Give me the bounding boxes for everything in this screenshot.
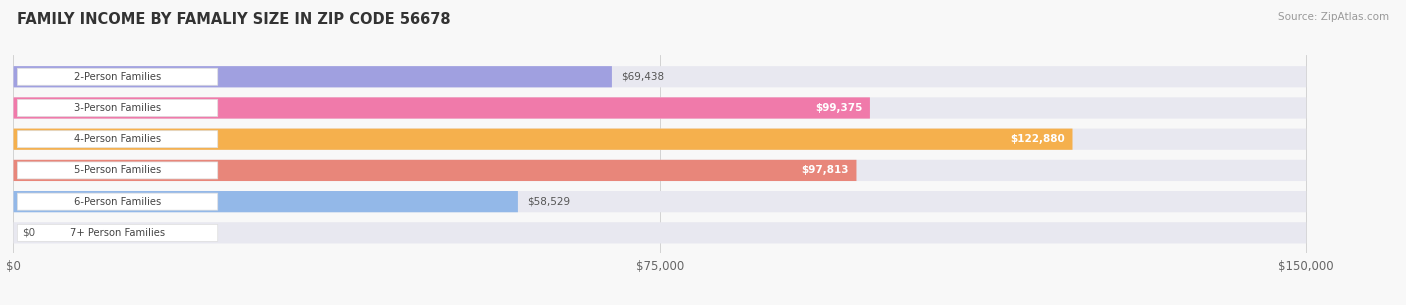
FancyBboxPatch shape	[14, 66, 612, 87]
Text: $99,375: $99,375	[815, 103, 862, 113]
FancyBboxPatch shape	[14, 97, 1306, 119]
FancyBboxPatch shape	[14, 160, 1306, 181]
Text: Source: ZipAtlas.com: Source: ZipAtlas.com	[1278, 12, 1389, 22]
Text: 2-Person Families: 2-Person Families	[75, 72, 162, 82]
Text: $0: $0	[22, 228, 35, 238]
FancyBboxPatch shape	[14, 97, 870, 119]
FancyBboxPatch shape	[14, 222, 1306, 243]
FancyBboxPatch shape	[14, 160, 856, 181]
FancyBboxPatch shape	[17, 193, 218, 210]
FancyBboxPatch shape	[14, 129, 1306, 150]
FancyBboxPatch shape	[14, 129, 1073, 150]
FancyBboxPatch shape	[17, 99, 218, 117]
Text: $58,529: $58,529	[527, 197, 569, 206]
FancyBboxPatch shape	[17, 68, 218, 85]
Text: 7+ Person Families: 7+ Person Families	[70, 228, 165, 238]
FancyBboxPatch shape	[14, 191, 517, 212]
Text: 6-Person Families: 6-Person Families	[75, 197, 162, 206]
FancyBboxPatch shape	[14, 191, 1306, 212]
Text: $97,813: $97,813	[801, 165, 849, 175]
Text: FAMILY INCOME BY FAMALIY SIZE IN ZIP CODE 56678: FAMILY INCOME BY FAMALIY SIZE IN ZIP COD…	[17, 12, 450, 27]
Text: 4-Person Families: 4-Person Families	[75, 134, 162, 144]
FancyBboxPatch shape	[17, 131, 218, 148]
Text: 3-Person Families: 3-Person Families	[75, 103, 162, 113]
FancyBboxPatch shape	[14, 66, 1306, 87]
FancyBboxPatch shape	[17, 162, 218, 179]
FancyBboxPatch shape	[17, 224, 218, 241]
Text: $122,880: $122,880	[1010, 134, 1064, 144]
Text: 5-Person Families: 5-Person Families	[75, 165, 162, 175]
Text: $69,438: $69,438	[621, 72, 664, 82]
